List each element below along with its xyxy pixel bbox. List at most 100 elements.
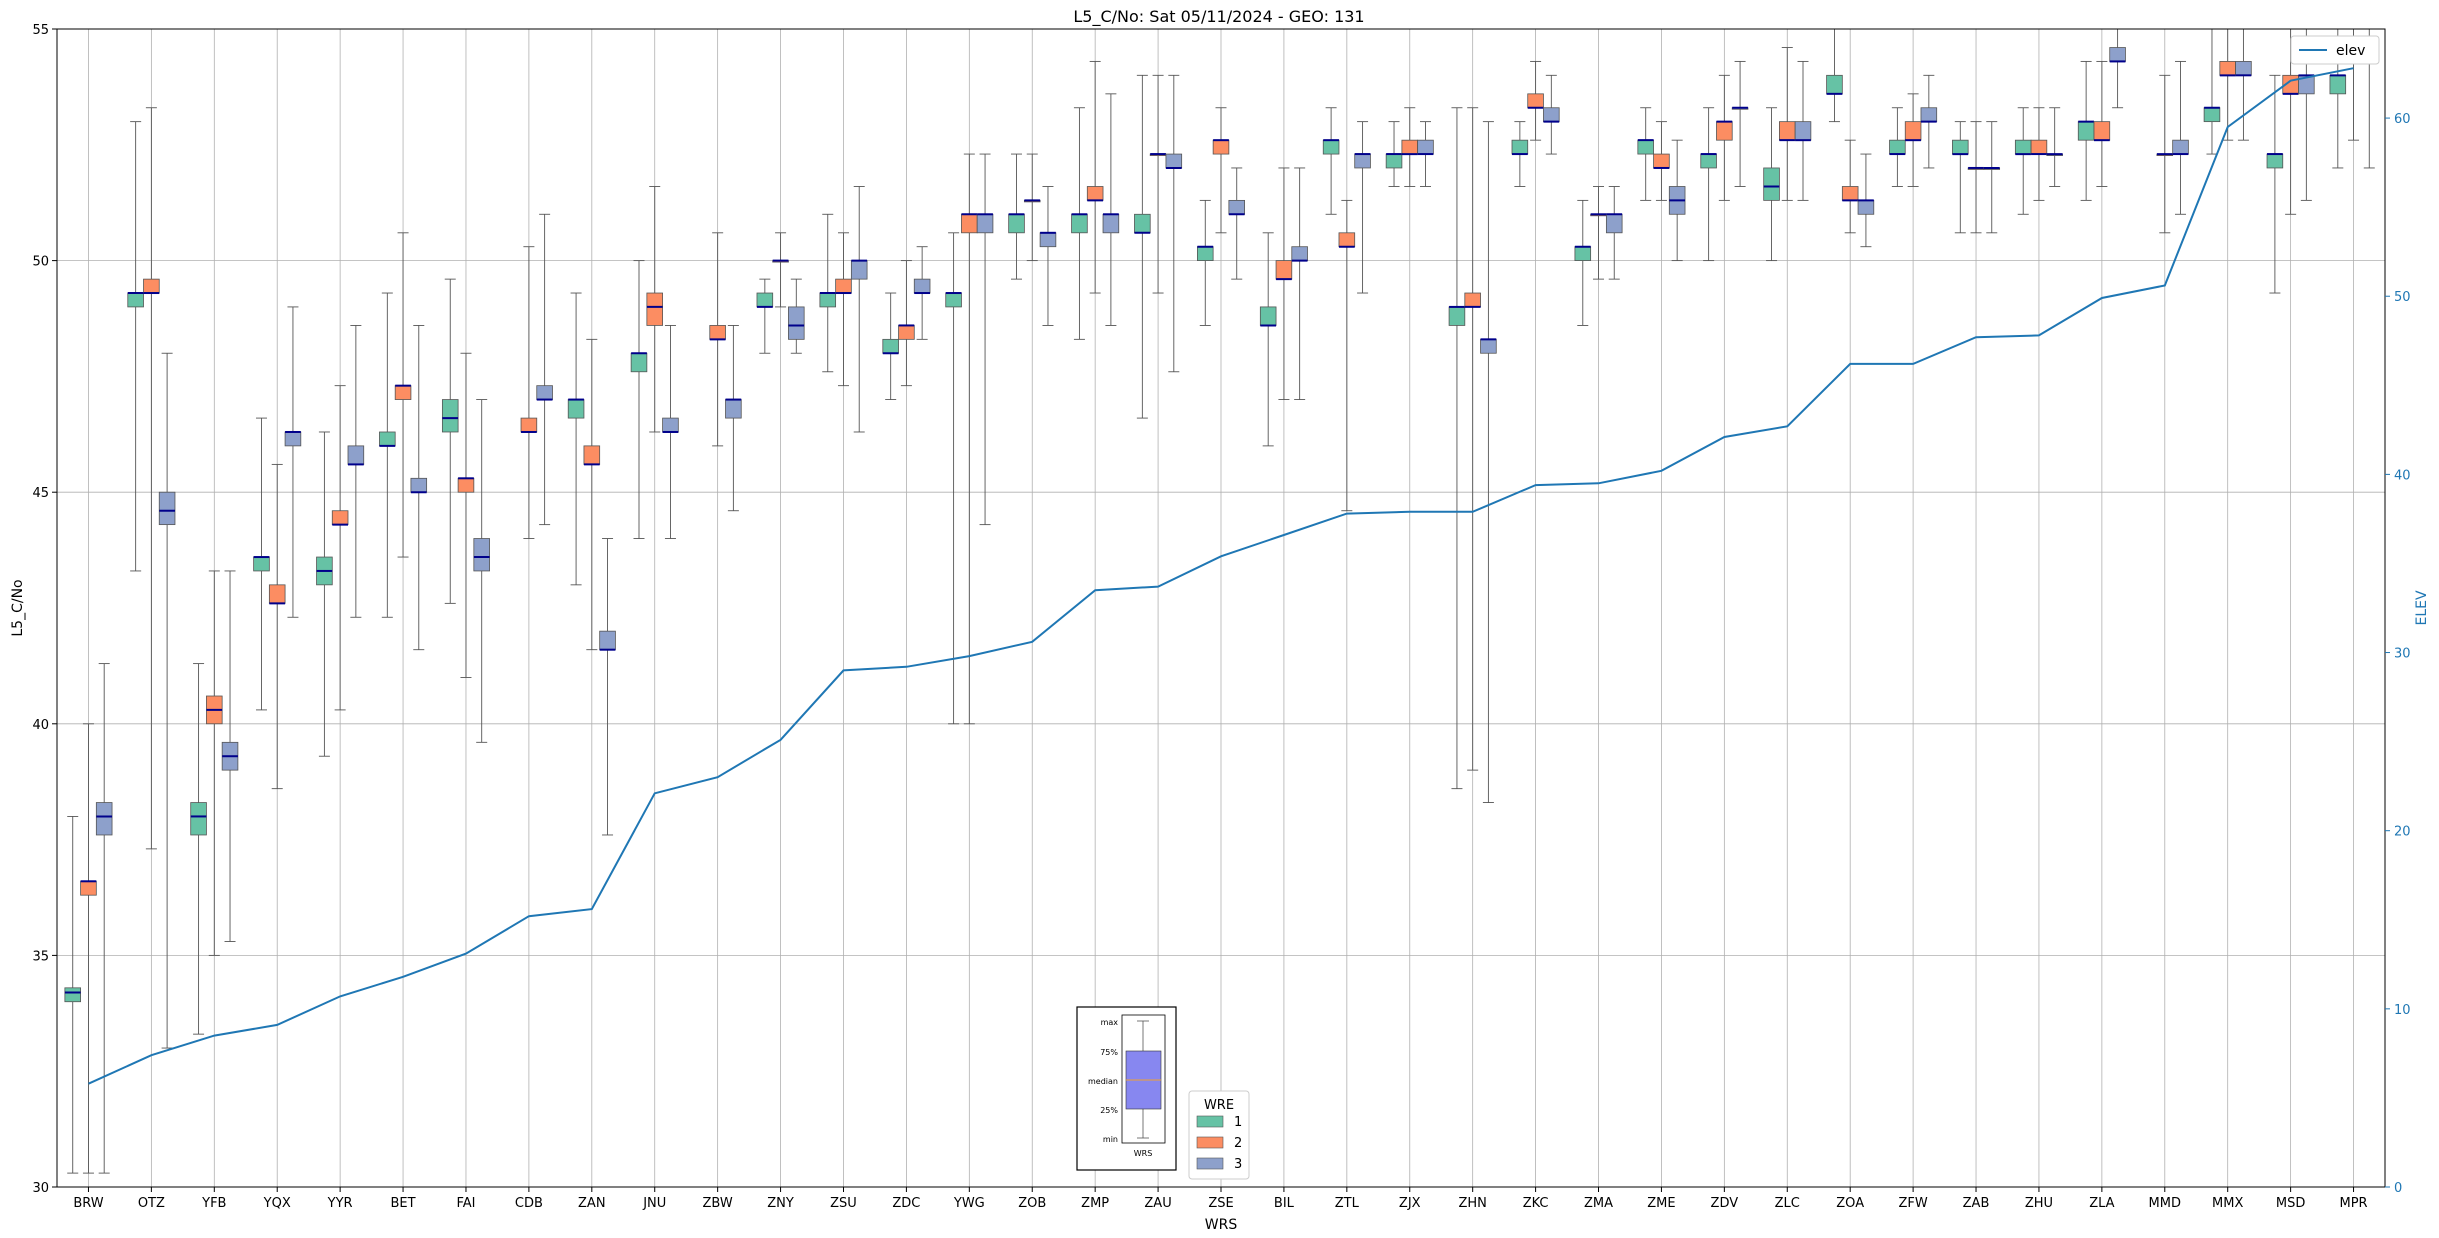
box-wre-1 [441, 399, 459, 433]
x-tick-label: MMX [2212, 1196, 2243, 1211]
box-wre-2 [457, 477, 475, 493]
wre-legend-title: WRE [1204, 1098, 1234, 1113]
box-wre-3 [1920, 107, 1938, 123]
y2-tick-label: 40 [2394, 468, 2411, 483]
y-tick-label: 45 [32, 486, 49, 501]
box-wre-1 [1322, 139, 1340, 155]
box-wre-1 [882, 338, 899, 354]
box-wre-3 [599, 630, 616, 651]
box-wre-1 [2203, 107, 2221, 123]
box-key-inset: max 75% median 25% min WRS [1076, 1006, 1177, 1171]
box-wre-2 [1464, 292, 1481, 308]
x-tick-label: ZKC [1523, 1196, 1549, 1211]
box-wre-2 [709, 325, 726, 340]
x-tick-label: BRW [73, 1196, 103, 1211]
box-wre-2 [1275, 260, 1293, 280]
inset-xlabel: WRS [1134, 1149, 1153, 1158]
box-wre-1 [1197, 246, 1214, 261]
box-wre-2 [1779, 121, 1796, 141]
box-wre-1 [1574, 246, 1592, 261]
elev-legend-label: elev [2336, 43, 2365, 59]
box-wre-2 [1212, 139, 1230, 155]
box-wre-2 [1653, 153, 1670, 169]
box-wre-2 [394, 385, 412, 400]
box-wre-1 [1008, 213, 1025, 234]
wre-legend-swatch-1 [1196, 1115, 1224, 1128]
box-wre-3 [788, 306, 805, 340]
x-tick-label: ZBW [703, 1196, 733, 1211]
elevation-series [88, 67, 2354, 1085]
elev-legend: elev [2290, 35, 2380, 65]
y2-tick-label: 20 [2394, 825, 2411, 840]
box-wre-3 [1228, 199, 1245, 215]
x-tick-label: CDB [515, 1196, 543, 1211]
box-wre-2 [268, 584, 286, 604]
box-wre-3 [662, 417, 679, 433]
y2-tick-label: 50 [2394, 290, 2411, 305]
box-wre-1 [1385, 153, 1403, 169]
box-wre-3 [1605, 213, 1623, 234]
y2-axis-label: ELEV [2414, 590, 2430, 625]
box-wre-2 [520, 417, 538, 433]
box-wre-1 [756, 292, 774, 308]
x-tick-label: ZDC [892, 1196, 920, 1211]
elev-legend-frame [2290, 35, 2380, 65]
x-tick-label: ZHN [1458, 1196, 1486, 1211]
box-wre-3 [1039, 232, 1057, 248]
box-wre-1 [379, 431, 396, 447]
box-wre-1 [1700, 153, 1717, 169]
box-wre-3 [1417, 139, 1434, 155]
box-wre-1 [1763, 167, 1780, 201]
box-wre-1 [127, 292, 144, 308]
x-tick-label: MMD [2149, 1196, 2181, 1211]
box-wre-3 [410, 477, 428, 493]
box-wre-3 [2172, 139, 2189, 155]
x-tick-label: ZOB [1018, 1196, 1046, 1211]
x-tick-label: BIL [1274, 1196, 1295, 1211]
x-tick-label: ZMA [1584, 1196, 1613, 1211]
x-tick-label: ZAN [578, 1196, 606, 1211]
wre-legend-label-3: 3 [1234, 1157, 1242, 1172]
box-wre-1 [1071, 213, 1088, 234]
box-wre-1 [945, 292, 962, 308]
box-wre-3 [473, 538, 490, 572]
inset-label-median: median [1088, 1077, 1118, 1086]
inset-label-max: max [1101, 1018, 1119, 1027]
x-tick-label: ZTL [1335, 1196, 1360, 1211]
x-tick-label: MSD [2276, 1196, 2305, 1211]
x-tick-label: ZSU [830, 1196, 857, 1211]
y2-tick-label: 30 [2394, 647, 2411, 662]
box-wre-2 [898, 325, 915, 340]
box-wre-3 [1291, 246, 1308, 261]
y2-tick-label: 10 [2394, 1003, 2411, 1018]
box-wre-2 [331, 510, 349, 526]
box-wre-2 [2093, 121, 2111, 141]
y-tick-label: 40 [32, 718, 49, 733]
box-wre-1 [190, 802, 207, 836]
box-wre-2 [835, 278, 852, 294]
box-wre-1 [1952, 139, 1969, 155]
wre-legend-swatch-2 [1196, 1136, 1224, 1149]
box-wre-2 [1527, 93, 1544, 109]
inset-label-min: min [1103, 1135, 1118, 1144]
x-tick-label: ZLC [1775, 1196, 1800, 1211]
wre-legend-frame [1188, 1090, 1250, 1180]
wre-legend: WRE 1 2 3 [1188, 1090, 1250, 1180]
box-wre-2 [2030, 139, 2048, 155]
x-tick-label: ZSE [1208, 1196, 1233, 1211]
box-wre-3 [95, 802, 113, 836]
elev-line [88, 67, 2354, 1085]
box-wre-3 [536, 385, 553, 400]
x-tick-label: ZJX [1399, 1196, 1421, 1211]
box-wre-1 [1134, 213, 1151, 234]
x-tick-label: ZMP [1081, 1196, 1109, 1211]
x-tick-label: YWG [953, 1196, 985, 1211]
axes: 30 35 40 45 50 55 0 10 20 30 40 50 60 BRW OTZ YFB YQX YYR… [32, 23, 2410, 1211]
box-wre-1 [2077, 121, 2095, 141]
x-tick-label: ZME [1647, 1196, 1675, 1211]
box-series-3 [95, 28, 2378, 1174]
box-wre-3 [976, 213, 994, 234]
x-tick-label: YQX [263, 1196, 291, 1211]
box-series-1 [64, 28, 2347, 1174]
box-wre-1 [253, 556, 270, 572]
